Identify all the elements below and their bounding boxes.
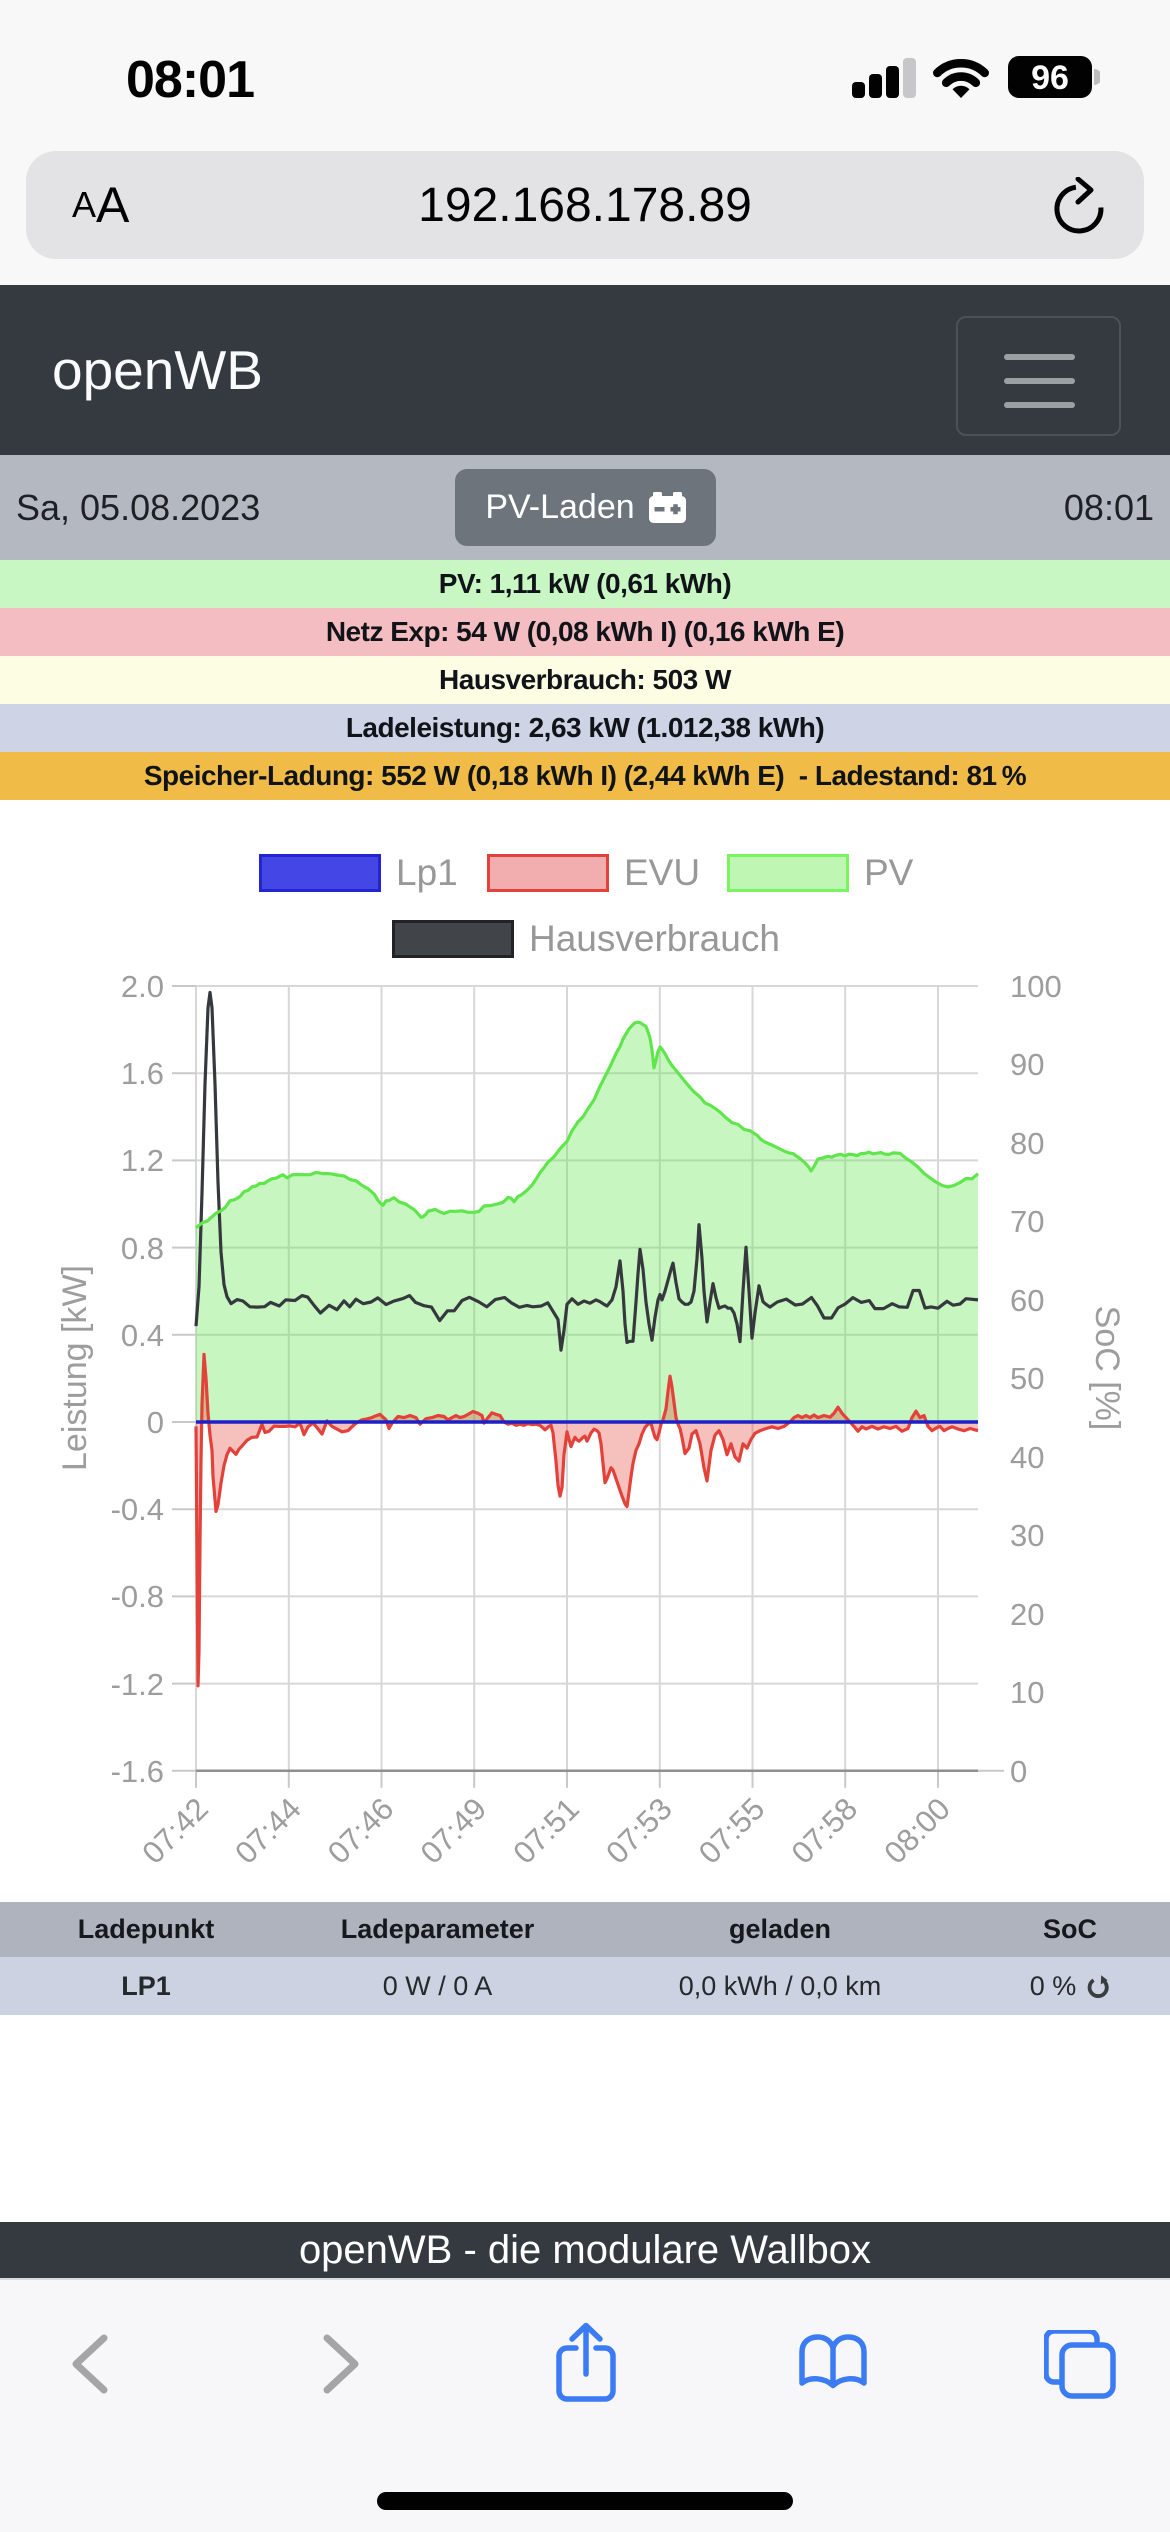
svg-text:96: 96 bbox=[1031, 59, 1069, 97]
svg-text:1.2: 1.2 bbox=[121, 1143, 164, 1178]
svg-text:07:42: 07:42 bbox=[135, 1791, 215, 1870]
svg-text:07:53: 07:53 bbox=[599, 1791, 679, 1870]
svg-text:40: 40 bbox=[1010, 1440, 1044, 1475]
svg-text:1.6: 1.6 bbox=[121, 1056, 164, 1091]
svg-text:07:55: 07:55 bbox=[692, 1791, 772, 1870]
svg-text:07:44: 07:44 bbox=[228, 1791, 308, 1870]
svg-text:0.4: 0.4 bbox=[121, 1318, 164, 1353]
svg-text:08:00: 08:00 bbox=[877, 1791, 957, 1870]
svg-text:-0.4: -0.4 bbox=[111, 1492, 164, 1527]
svg-text:10: 10 bbox=[1010, 1675, 1044, 1710]
svg-text:60: 60 bbox=[1010, 1283, 1044, 1318]
svg-text:-1.6: -1.6 bbox=[111, 1754, 164, 1789]
svg-text:80: 80 bbox=[1010, 1126, 1044, 1161]
svg-text:2.0: 2.0 bbox=[121, 969, 164, 1004]
svg-text:Leistung [kW]: Leistung [kW] bbox=[56, 1265, 94, 1471]
svg-text:90: 90 bbox=[1010, 1047, 1044, 1082]
svg-text:70: 70 bbox=[1010, 1204, 1044, 1239]
svg-text:SoC [%]: SoC [%] bbox=[1088, 1306, 1126, 1431]
svg-text:07:58: 07:58 bbox=[785, 1791, 865, 1870]
svg-text:30: 30 bbox=[1010, 1518, 1044, 1553]
svg-text:-1.2: -1.2 bbox=[111, 1667, 164, 1702]
svg-text:50: 50 bbox=[1010, 1361, 1044, 1396]
svg-text:100: 100 bbox=[1010, 969, 1062, 1004]
svg-text:07:46: 07:46 bbox=[321, 1791, 401, 1870]
svg-text:20: 20 bbox=[1010, 1597, 1044, 1632]
svg-text:07:51: 07:51 bbox=[506, 1791, 586, 1870]
svg-text:0: 0 bbox=[1010, 1754, 1027, 1789]
svg-text:07:49: 07:49 bbox=[414, 1791, 494, 1870]
svg-text:0.8: 0.8 bbox=[121, 1231, 164, 1266]
svg-text:-0.8: -0.8 bbox=[111, 1579, 164, 1614]
svg-text:0: 0 bbox=[147, 1405, 164, 1440]
